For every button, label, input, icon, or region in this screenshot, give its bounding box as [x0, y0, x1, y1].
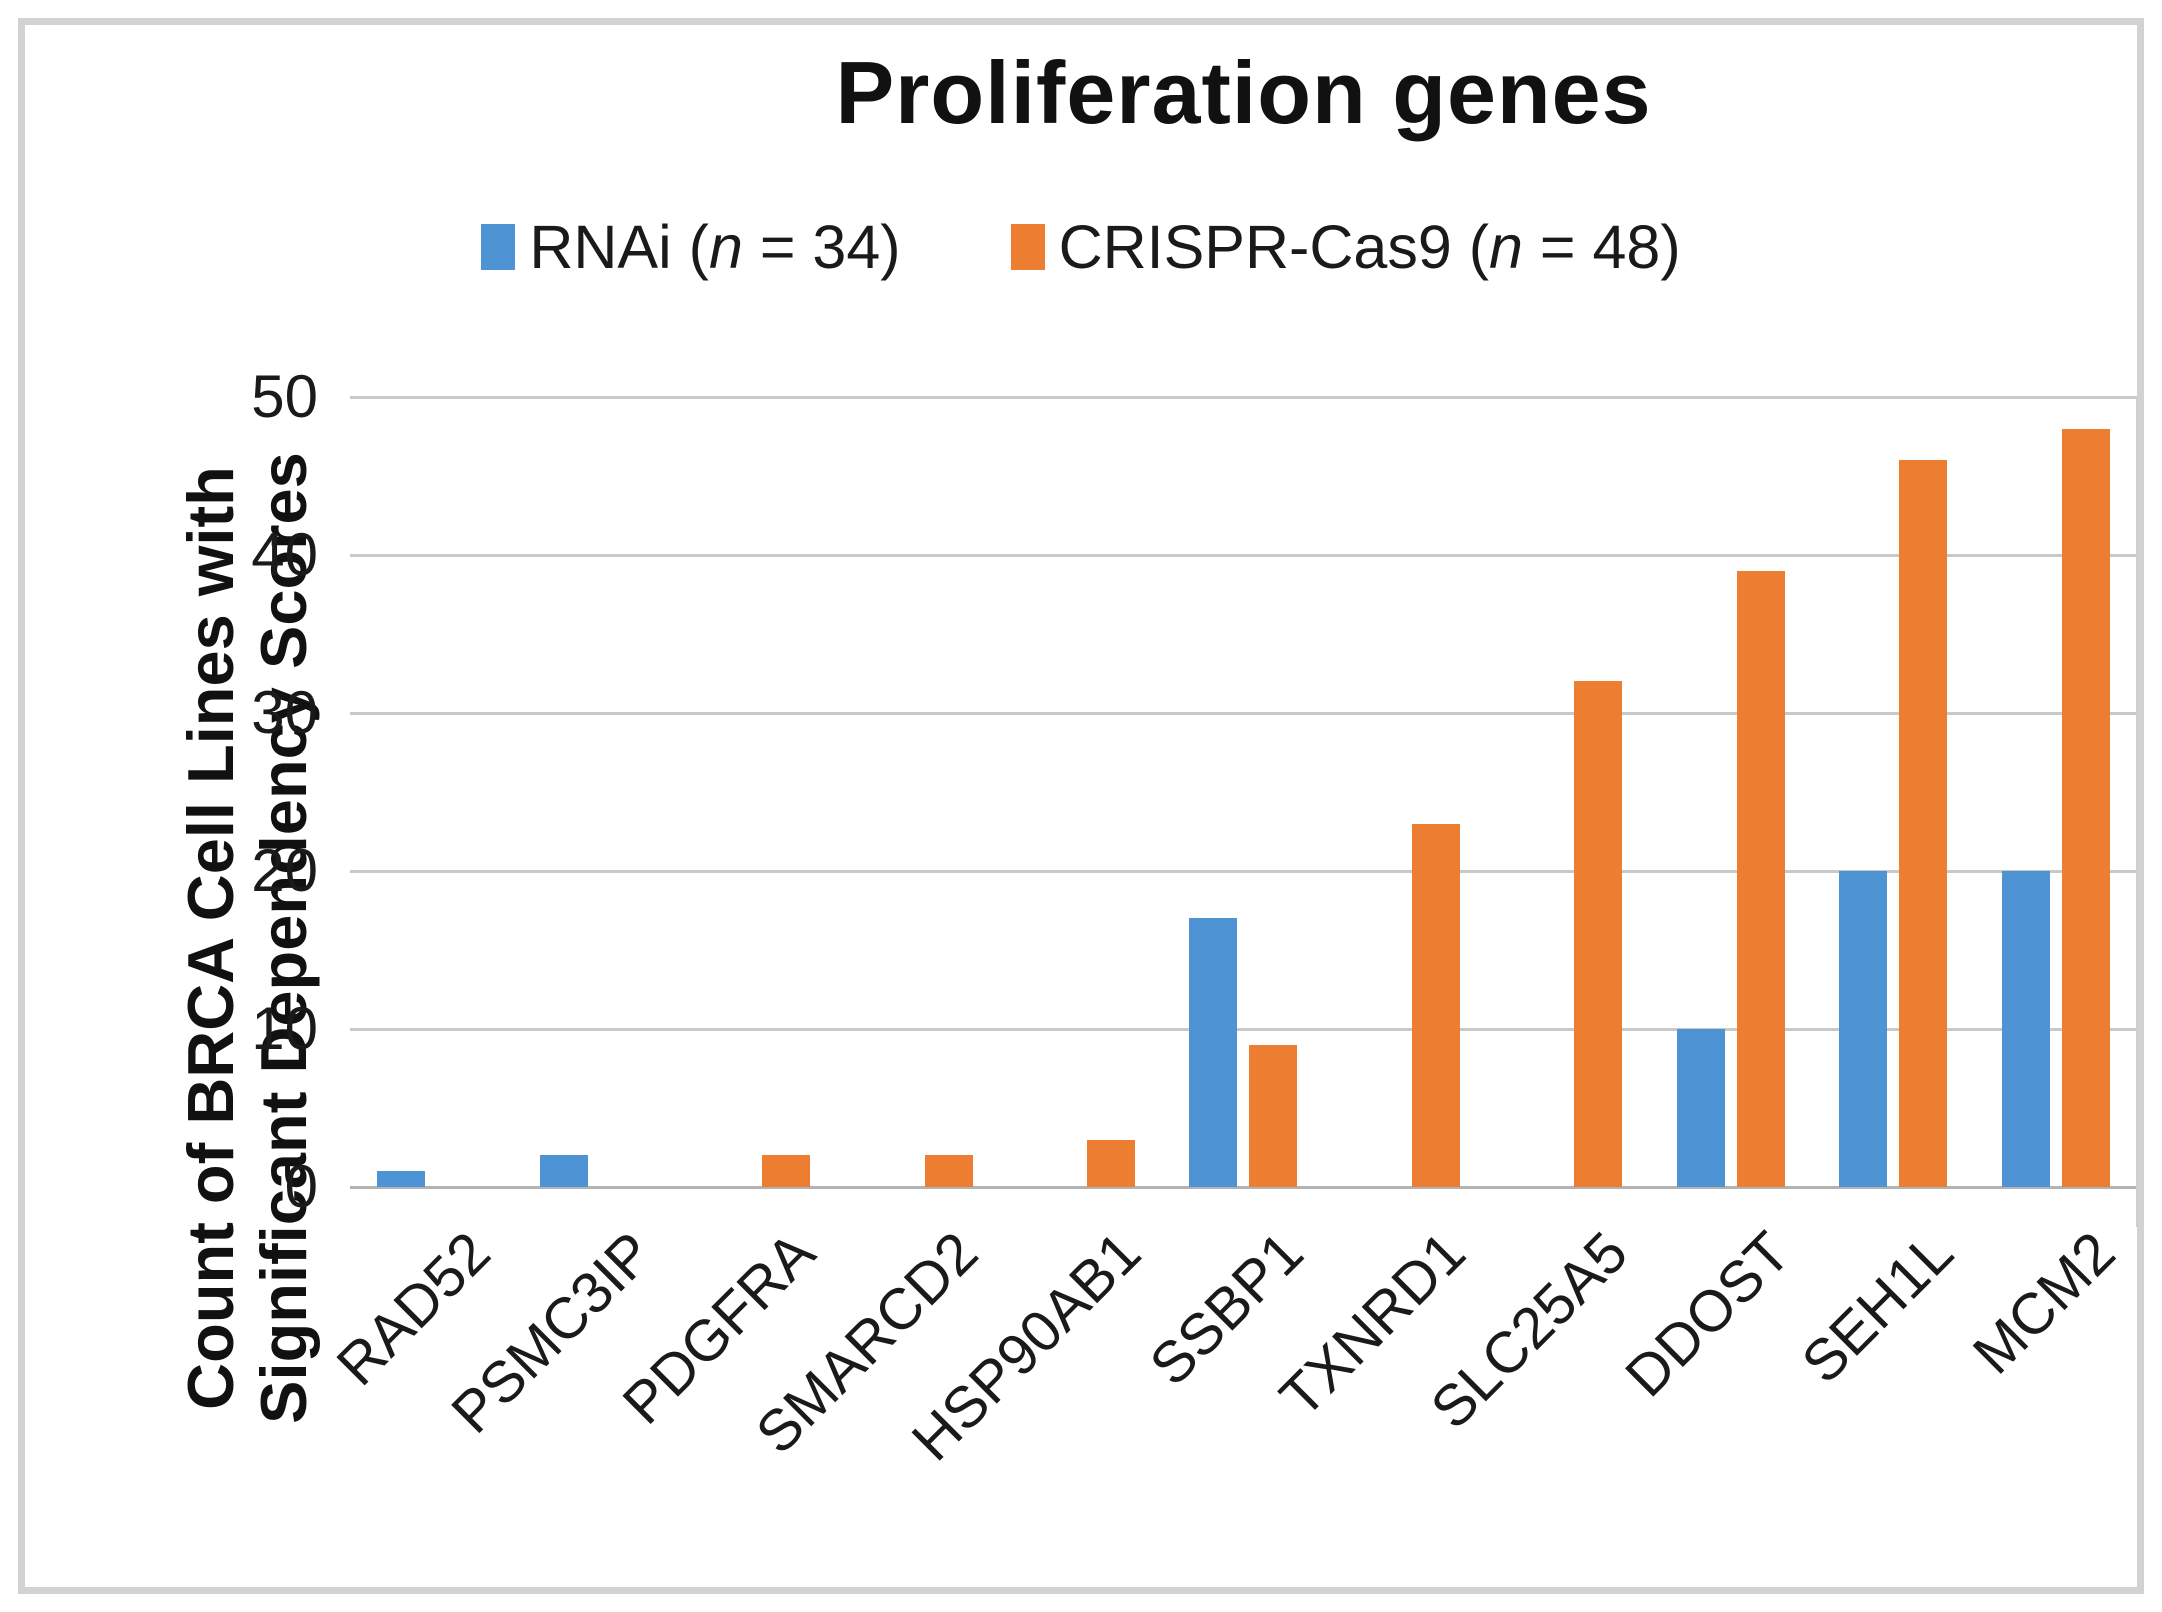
y-tick-label-20: 20: [251, 837, 318, 904]
chart-title: Proliferation genes: [835, 43, 1652, 142]
category-slot-PSMC3IP: [512, 397, 674, 1187]
bar-RNAi-PSMC3IP: [539, 1155, 588, 1187]
x-label-MCM2: MCM2: [1960, 1219, 2128, 1387]
gridline-y50: [350, 395, 2137, 399]
category-slot-MCM2: [1975, 397, 2137, 1187]
category-slot-SMARCD2: [837, 397, 999, 1187]
category-slot-SSBP1: [1162, 397, 1324, 1187]
bar-RNAi-DDOST: [1676, 1029, 1725, 1187]
legend-swatch-crispr: [1010, 224, 1045, 270]
bars-layer: [350, 397, 2137, 1187]
legend-text: RNAi (: [529, 213, 709, 281]
bar-CRISPR-Cas9-DDOST: [1736, 570, 1785, 1187]
legend-text: = 48): [1522, 213, 1681, 281]
category-slot-PDGFRA: [675, 397, 837, 1187]
legend: RNAi (n = 34) CRISPR-Cas9 (n = 48): [0, 212, 2162, 282]
category-slot-TXNRD1: [1325, 397, 1487, 1187]
figure-border: [18, 18, 2144, 1594]
bar-RNAi-SEH1L: [1839, 871, 1888, 1187]
bar-CRISPR-Cas9-TXNRD1: [1411, 823, 1460, 1187]
category-slot-SLC25A5: [1487, 397, 1649, 1187]
category-slot-HSP90AB1: [1000, 397, 1162, 1187]
y-tick-label-40: 40: [251, 521, 318, 588]
x-label-DDOST: DDOST: [1613, 1219, 1803, 1410]
plot-right-border: [2136, 397, 2139, 1227]
y-tick-label-50: 50: [251, 363, 318, 430]
category-slot-SEH1L: [1812, 397, 1974, 1187]
category-slot-DDOST: [1650, 397, 1812, 1187]
x-axis-labels: RAD52 PSMC3IP PDGFRA SMARCD2 HSP90AB1 SSBP1 TX…: [325, 1205, 2137, 1585]
bar-RNAi-SSBP1: [1189, 918, 1238, 1187]
bar-CRISPR-Cas9-SSBP1: [1249, 1044, 1298, 1187]
category-slot-RAD52: [350, 397, 512, 1187]
legend-swatch-rnai: [481, 224, 516, 270]
legend-label-crispr: CRISPR-Cas9 (n = 48): [1059, 212, 1681, 282]
bar-CRISPR-Cas9-SEH1L: [1899, 460, 1948, 1187]
gridline-y40: [350, 553, 2137, 557]
legend-text: CRISPR-Cas9 (: [1058, 213, 1490, 281]
legend-text-italic-n: n: [1489, 213, 1523, 281]
gridline-y10: [350, 1027, 2137, 1031]
legend-text-italic-n: n: [708, 213, 743, 281]
legend-label-rnai: RNAi (n = 34): [529, 212, 900, 282]
bar-CRISPR-Cas9-PDGFRA: [762, 1155, 811, 1187]
plot-area: [350, 395, 2139, 1227]
y-axis-ticks: 0 10 20 30 40 50: [0, 363, 330, 1220]
x-axis-line: [350, 1185, 2137, 1189]
bar-RNAi-MCM2: [2001, 871, 2050, 1187]
bar-CRISPR-Cas9-SLC25A5: [1574, 681, 1623, 1187]
bar-RNAi-RAD52: [377, 1171, 426, 1187]
gridline-y30: [350, 711, 2137, 715]
bar-CRISPR-Cas9-MCM2: [2061, 428, 2110, 1187]
y-tick-label-30: 30: [251, 679, 318, 746]
bar-CRISPR-Cas9-HSP90AB1: [1087, 1139, 1136, 1187]
legend-text: = 34): [742, 213, 901, 281]
legend-item-crispr: CRISPR-Cas9 (n = 48): [1010, 212, 1681, 282]
x-label-SEH1L: SEH1L: [1789, 1219, 1965, 1396]
gridline-y20: [350, 869, 2137, 873]
y-tick-label-0: 0: [284, 1153, 318, 1220]
y-tick-label-10: 10: [251, 995, 318, 1062]
legend-item-rnai: RNAi (n = 34): [481, 212, 901, 282]
bar-CRISPR-Cas9-SMARCD2: [924, 1155, 973, 1187]
